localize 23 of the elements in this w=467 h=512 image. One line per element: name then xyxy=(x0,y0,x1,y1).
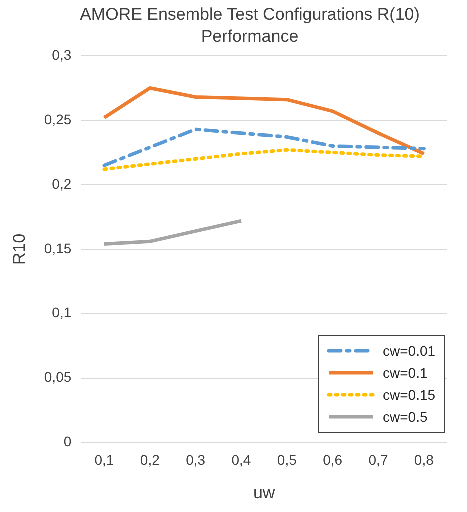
line-series xyxy=(102,128,426,168)
legend-label: cw=0.15 xyxy=(383,386,436,403)
y-axis-title: R10 xyxy=(10,234,29,265)
x-tick-label: 0,8 xyxy=(414,452,434,468)
legend-label: cw=0.01 xyxy=(383,342,436,359)
y-tick-label: 0,2 xyxy=(52,176,72,192)
legend-label: cw=0.1 xyxy=(383,364,428,381)
x-tick-label: 0,6 xyxy=(323,452,343,468)
x-axis-title: uw xyxy=(253,483,276,502)
x-tick-label: 0,3 xyxy=(186,452,206,468)
y-tick-label: 0,25 xyxy=(44,111,72,128)
y-tick-label: 0,1 xyxy=(52,304,72,321)
x-tick-label: 0,7 xyxy=(368,452,388,468)
x-tick-label: 0,2 xyxy=(140,452,160,468)
y-tick-label: 0,05 xyxy=(44,369,72,386)
y-tick-label: 0,15 xyxy=(44,240,72,256)
y-tick-label: 0,3 xyxy=(52,46,72,63)
y-tick-label: 0 xyxy=(64,434,72,450)
x-tick-label: 0,4 xyxy=(232,452,252,468)
chart-title: AMORE Ensemble Test Configurations R(10) Performance xyxy=(79,4,421,48)
x-tick-label: 0,5 xyxy=(277,452,298,468)
x-tick-label: 0,1 xyxy=(94,452,114,468)
legend-label: cw=0.5 xyxy=(383,408,428,425)
